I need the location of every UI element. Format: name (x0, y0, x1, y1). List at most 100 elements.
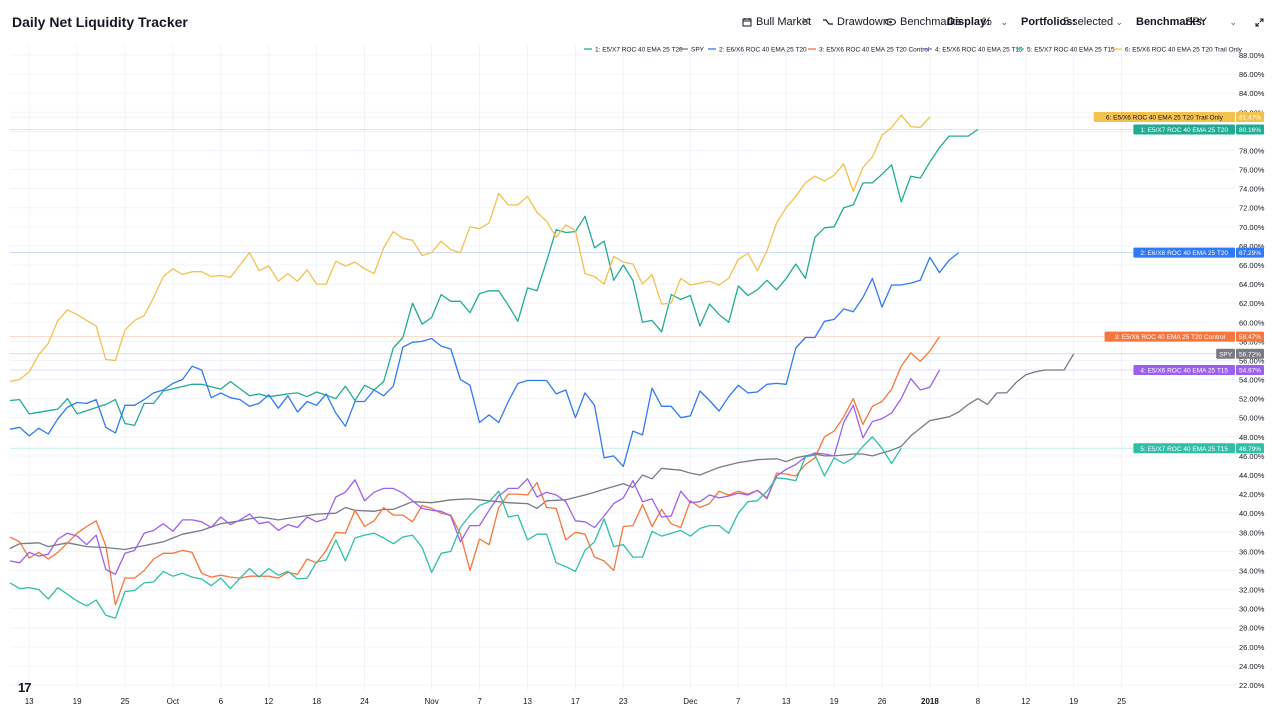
benchmarks-button-label: Benchmarks (900, 16, 962, 28)
y-tick-label: 40.00% (1239, 509, 1265, 518)
y-tick-label: 68.00% (1239, 242, 1265, 251)
y-tick-label: 66.00% (1239, 261, 1265, 270)
grid (10, 45, 1235, 690)
y-tick-label: 52.00% (1239, 395, 1265, 404)
series-name-tag (1133, 247, 1235, 258)
value-tag (1236, 331, 1264, 342)
y-tick-label: 32.00% (1239, 586, 1265, 595)
legend-entry[interactable]: 6: E5/X6 ROC 40 EMA 25 T20 Trail Only (1125, 47, 1243, 54)
value-tag (1236, 247, 1264, 258)
legend-entry[interactable]: 2: E6/X6 ROC 40 EMA 25 T20 (719, 47, 807, 54)
value-tag (1236, 348, 1264, 359)
legend-entry[interactable]: 5: E5/X7 ROC 40 EMA 25 T15 (1027, 47, 1115, 54)
y-tick-label: 28.00% (1239, 624, 1265, 633)
value-tag-text: 46.79% (1239, 446, 1261, 453)
y-tick-label: 24.00% (1239, 662, 1265, 671)
series-line[interactable] (9, 436, 902, 619)
drawdown-label: Drawdown (837, 16, 889, 28)
calendar-icon (742, 18, 752, 27)
series-line[interactable] (9, 128, 979, 427)
value-tag-text: 56.72% (1239, 351, 1261, 358)
benchmarks-button[interactable]: Benchmarks (885, 12, 961, 32)
display-select[interactable]: % ⌄ (976, 12, 1012, 32)
line-chart[interactable]: 22.00% 24.00% 26.00% 28.00% 30.00% 32.00% 34.0… (0, 40, 1280, 720)
benchmarks-select[interactable]: SPY ⌄ (1179, 12, 1241, 32)
legend-entry[interactable]: 4: E5/X6 ROC 40 EMA 25 T15 (935, 47, 1023, 54)
x-tick-label: 12 (264, 697, 273, 706)
page-title: Daily Net Liquidity Tracker (12, 14, 188, 30)
y-tick-label: 62.00% (1239, 299, 1265, 308)
y-tick-label: 54.00% (1239, 376, 1265, 385)
legend-entry[interactable]: SPY (691, 47, 705, 54)
expand-button[interactable] (1255, 12, 1264, 32)
x-tick-label: 7 (477, 697, 482, 706)
y-tick-label: 48.00% (1239, 433, 1265, 442)
chevron-down-icon: ⌄ (1000, 17, 1008, 27)
eye-icon (885, 18, 896, 26)
y-tick-label: 44.00% (1239, 471, 1265, 480)
x-tick-label: 2018 (921, 697, 939, 706)
y-tick-label: 38.00% (1239, 528, 1265, 537)
series-name-tag (1133, 443, 1235, 454)
series-line[interactable] (9, 252, 960, 468)
y-tick-label: 56.00% (1239, 356, 1265, 365)
legend-entry[interactable]: 3: E5/X6 ROC 40 EMA 25 T20 Control (819, 47, 930, 54)
y-tick-label: 84.00% (1239, 89, 1265, 98)
expand-icon (1255, 18, 1264, 26)
x-tick-label: 13 (523, 697, 532, 706)
series-line[interactable] (9, 369, 941, 575)
y-tick-label: 72.00% (1239, 204, 1265, 213)
legend-entry[interactable]: 1: E5/X7 ROC 40 EMA 25 T20 (595, 47, 683, 54)
close-icon: ✕ (801, 16, 811, 28)
value-tag-text: 58.47% (1239, 334, 1261, 341)
drawdown-button[interactable]: Drawdown (823, 12, 889, 32)
y-tick-label: 78.00% (1239, 146, 1265, 155)
y-tick-label: 70.00% (1239, 223, 1265, 232)
x-tick-label: 13 (25, 697, 34, 706)
value-tag-text: 81.47% (1239, 115, 1261, 122)
x-tick-label: 23 (619, 697, 628, 706)
series-name-tag-text: 1: E5/X7 ROC 40 EMA 25 T20 (1140, 127, 1228, 134)
x-tick-label: 26 (878, 697, 887, 706)
y-tick-label: 22.00% (1239, 681, 1265, 690)
y-tick-label: 50.00% (1239, 414, 1265, 423)
display-select-value: % (982, 16, 992, 28)
value-tag-text: 80.16% (1239, 127, 1261, 134)
series-line[interactable] (9, 336, 941, 606)
y-tick-label: 36.00% (1239, 547, 1265, 556)
drawdown-icon (823, 19, 833, 25)
x-tick-label: 19 (830, 697, 839, 706)
series-name-tag-text: 5: E5/X7 ROC 40 EMA 25 T15 (1140, 446, 1228, 453)
y-tick-label: 76.00% (1239, 166, 1265, 175)
series-name-tag-text: 6: E5/X6 ROC 40 EMA 25 T20 Trail Only (1106, 115, 1224, 122)
bull-market-chip[interactable]: Bull Market (742, 12, 811, 32)
y-tick-label: 88.00% (1239, 51, 1265, 60)
y-tick-label: 42.00% (1239, 490, 1265, 499)
x-tick-label: 19 (1069, 697, 1078, 706)
series-name-tag (1133, 124, 1235, 135)
x-tick-label: 13 (782, 697, 791, 706)
x-tick-label: 25 (1117, 697, 1126, 706)
legend: 1: E5/X7 ROC 40 EMA 25 T20 SPY 2: E6/X6 RO… (584, 47, 1243, 54)
series-name-tag (1133, 365, 1235, 375)
x-tick-label: 19 (73, 697, 82, 706)
y-tick-label: 64.00% (1239, 280, 1265, 289)
y-tick-label: 60.00% (1239, 318, 1265, 327)
series-name-tag-text: 3: E5/X6 ROC 40 EMA 25 T20 Control (1115, 334, 1226, 341)
x-tick-label: 17 (571, 697, 580, 706)
x-tick-label: 25 (121, 697, 130, 706)
bull-market-close-button[interactable]: ✕ (801, 12, 810, 32)
y-tick-label: 86.00% (1239, 70, 1265, 79)
series-line[interactable] (9, 114, 931, 383)
value-tag-text: 54.97% (1239, 368, 1261, 375)
series-name-tag-text: SPY (1219, 351, 1233, 358)
x-tick-label: Dec (683, 697, 697, 706)
y-tick-label: 74.00% (1239, 185, 1265, 194)
portfolios-select[interactable]: 5 selected ⌄ (1059, 12, 1127, 32)
series-name-tag (1104, 331, 1235, 342)
series-name-tag (1216, 348, 1235, 359)
series-line[interactable] (9, 353, 1075, 551)
series-name-tag (1093, 112, 1235, 123)
chevron-down-icon: ⌄ (1115, 17, 1123, 27)
y-tick-label: 26.00% (1239, 643, 1265, 652)
